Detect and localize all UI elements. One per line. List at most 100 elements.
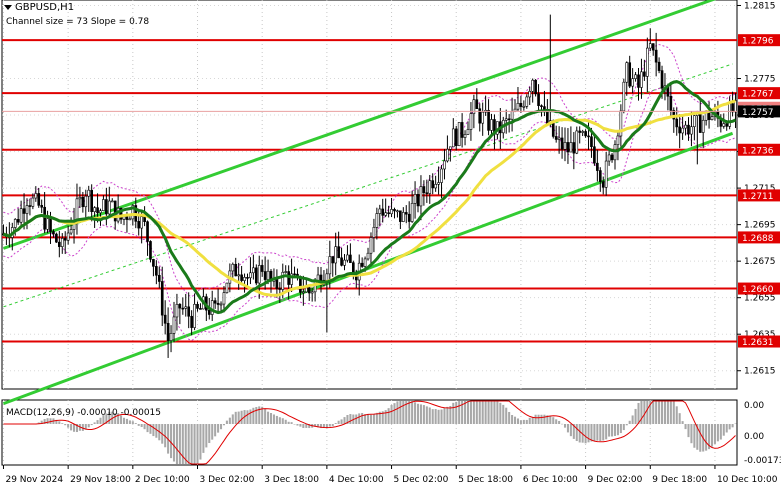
y-tick-label: 1.2715 [744,184,776,194]
macd-bar [434,409,437,424]
candle-body [537,93,540,106]
macd-bar [575,424,578,442]
macd-bar [128,420,131,424]
candle-body [543,106,546,110]
candle-body [519,102,523,107]
macd-bar [666,401,669,424]
candle-body [169,333,173,341]
macd-bar [516,418,519,424]
candle-body [693,115,696,127]
candle-body [128,218,132,221]
candle-body [110,200,114,203]
candle-body [510,111,514,120]
channel-info: Channel size = 73 Slope = 0.78 [6,17,150,27]
macd-bar [708,424,711,450]
candles-group [2,14,737,358]
candle-body [637,74,640,88]
candle-body [681,127,684,134]
macd-bar [578,424,581,443]
macd-bar [187,424,190,464]
candle-body [157,274,161,282]
macd-bar [231,414,234,424]
macd-bar [328,424,331,427]
candle-body [328,256,332,275]
macd-bar [472,401,475,424]
macd-bar [117,413,120,424]
candle-body [181,307,185,310]
macd-bar [196,424,199,464]
macd-bar [361,412,364,424]
macd-bar [408,401,411,424]
macd-bar [337,420,340,424]
macd-bar [405,401,408,424]
macd-bar [431,409,434,424]
macd-bar [114,413,117,424]
candle-body [487,109,490,131]
candle-body [516,102,520,110]
level-label-box [738,189,780,202]
candle-body [84,195,88,208]
macd-bar [505,407,508,424]
macd-bar [499,402,502,424]
candle-body [607,154,611,162]
candle-body [184,306,188,309]
macd-bar [722,424,725,436]
x-tick-label: 2 Dec 10:00 [135,475,190,485]
macd-bar [46,418,49,424]
macd-bar [725,424,728,433]
level-label-box [738,143,780,156]
candle-body [422,186,426,194]
macd-plot-frame [1,399,738,466]
macd-bar [120,415,123,424]
macd-bar [70,424,73,431]
macd-bar [596,424,599,441]
candle-body [622,81,626,112]
macd-bar [475,401,478,424]
candle-body [16,219,20,223]
candle-body [66,232,70,241]
candle-body [475,99,479,109]
macd-bar [299,424,302,427]
macd-bar [137,424,140,426]
macd-y-tick-label: -0.00173 [744,456,781,466]
macd-bar [661,401,664,424]
candle-body [107,200,111,215]
candle-body [593,146,596,164]
macd-bar [355,414,358,424]
level-label: 1.2660 [742,285,774,295]
macd-bar [419,404,422,424]
macd-bar [414,402,417,424]
candle-body [281,271,285,290]
candle-body [684,124,687,129]
macd-bar [690,424,693,444]
macd-bar [496,401,499,424]
candle-body [63,238,67,241]
level-label: 1.2711 [742,192,774,202]
macd-bar [308,424,311,429]
candle-body [46,218,49,230]
macd-bar [96,420,99,424]
macd-bar [278,417,281,424]
candle-body [472,99,476,114]
macd-bar [393,403,396,424]
macd-bar [134,423,137,424]
candle-body [449,146,452,150]
macd-bar [317,424,320,428]
candle-body [49,218,52,232]
candle-body [419,186,423,207]
candle-body [504,118,508,121]
macd-bar [340,419,343,424]
candle-body [293,273,296,276]
candle-body [619,110,623,137]
macd-bar [537,414,540,424]
macd-bar [634,408,637,424]
macd-bar [220,424,223,430]
macd-bar [719,424,722,440]
candle-body [390,209,393,215]
candle-body [254,267,258,284]
macd-bar [193,424,196,464]
macd-bar [269,413,273,424]
macd-bar [449,406,452,424]
